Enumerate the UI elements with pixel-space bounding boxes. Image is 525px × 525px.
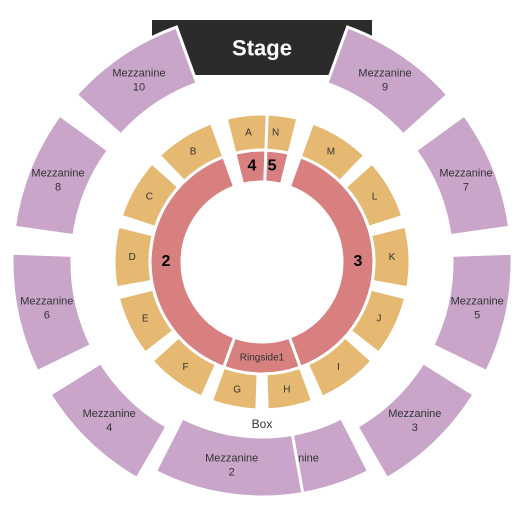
ringside-label-5: 5 (268, 158, 277, 175)
svg-text:7: 7 (463, 181, 469, 193)
mezzanine-label-3: Mezzanine (388, 408, 441, 420)
ringside-label-3: 3 (354, 253, 363, 270)
seat-section-K[interactable] (371, 226, 410, 288)
svg-text:2: 2 (229, 467, 235, 479)
seat-section-G[interactable] (211, 367, 258, 410)
mezzanine-section-4[interactable] (50, 363, 167, 479)
ringside-label-2: 2 (162, 253, 171, 270)
stage-label: Stage (232, 35, 292, 60)
seat-section-A[interactable] (226, 114, 267, 153)
mezzanine-label-2: Mezzanine (205, 453, 258, 465)
mezzanine-section-3[interactable] (357, 363, 474, 479)
box-label: Box (252, 417, 273, 431)
svg-text:3: 3 (412, 422, 418, 434)
mezzanine-label-7: Mezzanine (439, 167, 492, 179)
mezzanine-label-6: Mezzanine (20, 296, 73, 308)
svg-text:9: 9 (382, 82, 388, 94)
mezzanine-label-8: Mezzanine (31, 167, 84, 179)
svg-text:8: 8 (55, 181, 61, 193)
mezzanine-label-9: Mezzanine (358, 68, 411, 80)
svg-text:10: 10 (133, 82, 145, 94)
mezzanine-section-6[interactable] (12, 253, 91, 371)
svg-text:6: 6 (44, 310, 50, 322)
seating-chart: Stage Mezzanine 9 Mezzanine 10 Mezzanine 7 Mezz… (0, 0, 525, 525)
svg-text:4: 4 (106, 422, 112, 434)
mezzanine-section-5[interactable] (433, 253, 512, 371)
ringside-section-Ringside1[interactable] (224, 337, 301, 374)
ringside-label-4: 4 (248, 158, 257, 175)
mezzanine-label-5: Mezzanine (451, 296, 504, 308)
seat-section-H[interactable] (266, 367, 313, 410)
seat-section-D[interactable] (114, 226, 153, 288)
mezzanine-label-4: Mezzanine (83, 408, 136, 420)
svg-text:5: 5 (474, 310, 480, 322)
mezzanine-label-10: Mezzanine (112, 68, 165, 80)
